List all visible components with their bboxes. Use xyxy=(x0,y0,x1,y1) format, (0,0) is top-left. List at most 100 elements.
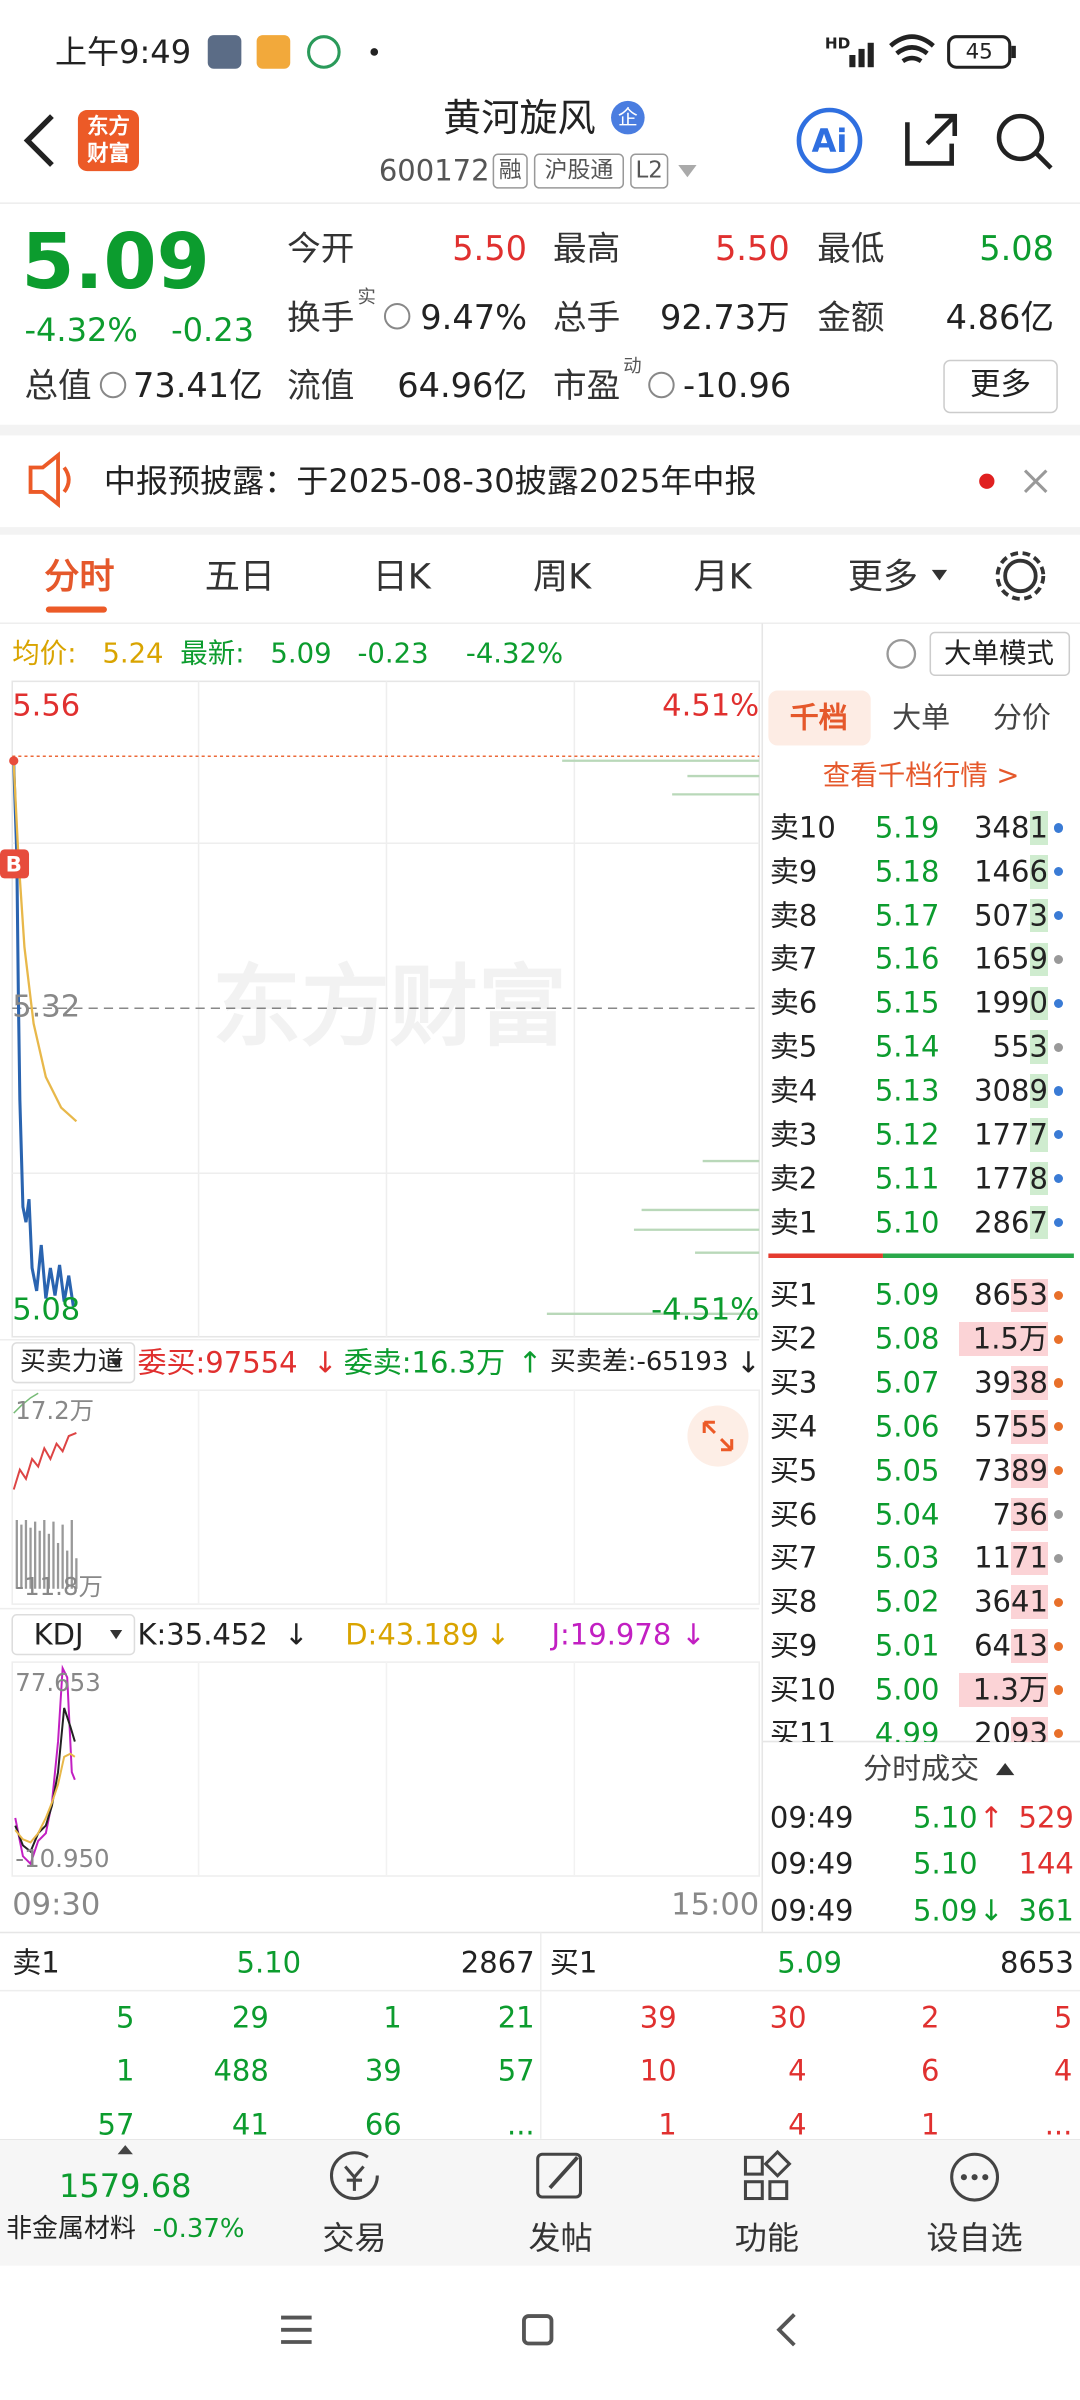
decoration xyxy=(1011,45,1016,59)
decoration xyxy=(77,109,140,172)
nav-item[interactable]: 设自选 xyxy=(926,2218,1023,2257)
dot xyxy=(1054,1217,1064,1228)
bid-label: 买2 xyxy=(769,1321,818,1356)
last-label: 最新: xyxy=(180,637,245,670)
decoration xyxy=(947,35,1012,69)
bottom-area: 1579.68 非金属材料 -0.37% 交易 发帖 功能 设自选 xyxy=(0,2139,1080,2400)
dot xyxy=(1054,1130,1064,1140)
more-button[interactable]: 更多 xyxy=(970,368,1032,404)
decoration xyxy=(687,1405,749,1467)
notice[interactable]: 中报预披露：于2025-08-30披露2025年中报 xyxy=(103,462,757,501)
decoration xyxy=(45,606,107,613)
price-high: 5.56 xyxy=(12,688,81,724)
queue-order: ... xyxy=(1044,2107,1073,2142)
queue-order: 57 xyxy=(497,2053,535,2088)
ask-price: 5.10 xyxy=(874,1205,940,1239)
ai-button[interactable]: Ai xyxy=(811,121,848,160)
tab[interactable]: 五日 xyxy=(204,556,275,598)
tab[interactable]: 分时 xyxy=(44,556,115,598)
stat-value: 92.73万 xyxy=(659,297,790,337)
queue-order: 1 xyxy=(115,2053,135,2088)
mode-button[interactable]: 大单模式 xyxy=(944,637,1055,670)
price-low: 5.08 xyxy=(12,1292,81,1328)
watermark: 东方财富 xyxy=(212,955,567,1059)
queue-order: 5 xyxy=(1053,2000,1073,2035)
decoration xyxy=(796,107,863,174)
decoration xyxy=(858,48,865,68)
decoration xyxy=(14,1707,76,1854)
decoration xyxy=(0,2139,1080,2266)
book-tab[interactable]: 千档 xyxy=(789,700,848,735)
volume-bar xyxy=(1029,1074,1048,1108)
decoration xyxy=(256,35,291,69)
decoration xyxy=(383,303,411,330)
stat-sup: 实 xyxy=(357,286,376,308)
decoration xyxy=(370,48,379,56)
volume-bar xyxy=(1029,1030,1048,1064)
queue-order: 21 xyxy=(497,2000,535,2035)
ask-label: 卖4 xyxy=(769,1073,818,1108)
stat-value: -10.96 xyxy=(682,366,792,406)
nav-item[interactable]: 功能 xyxy=(734,2218,799,2257)
dot xyxy=(1054,1729,1064,1739)
decoration xyxy=(931,569,948,581)
change-pct: -4.32% xyxy=(465,637,564,670)
nav-item[interactable]: 交易 xyxy=(322,2218,387,2257)
bid-label: 买8 xyxy=(769,1584,818,1619)
bid-label: 买3 xyxy=(769,1365,818,1400)
volume-bar xyxy=(1029,854,1048,889)
stat-label: 市盈 xyxy=(552,366,621,406)
tab[interactable]: 日K xyxy=(372,556,431,598)
bid-label: 买1 xyxy=(769,1277,818,1312)
book-link[interactable]: 查看千档行情 > xyxy=(822,759,1020,792)
volume-bar xyxy=(1029,811,1048,845)
trade-price: 5.10 xyxy=(913,1800,978,1835)
queue-order: 4 xyxy=(1053,2053,1073,2088)
volume-bar xyxy=(1029,1118,1048,1152)
volume-bar xyxy=(1029,942,1048,977)
trade-price: 5.10 xyxy=(913,1846,978,1881)
decoration xyxy=(768,2180,789,2201)
ask-volume: 5073 xyxy=(974,898,1048,933)
tab[interactable]: 月K xyxy=(693,556,752,598)
nav-item[interactable]: 发帖 xyxy=(528,2218,593,2257)
dot xyxy=(1054,911,1064,921)
volume-bar xyxy=(1029,1161,1048,1196)
bid-label: 买11 xyxy=(769,1716,836,1742)
indicator-select[interactable]: KDJ xyxy=(33,1616,84,1651)
decoration xyxy=(522,2314,554,2346)
decoration xyxy=(99,371,127,399)
book-tab[interactable]: 分价 xyxy=(992,700,1051,735)
bid-label: 买5 xyxy=(769,1453,818,1488)
tab[interactable]: 周K xyxy=(533,556,592,598)
queue-volume: 8653 xyxy=(1000,1945,1074,1980)
decoration xyxy=(702,1420,734,1452)
volume-bar xyxy=(1011,1497,1048,1532)
nav-icons xyxy=(0,2139,1080,2347)
axis-high: 77.653 xyxy=(15,1668,101,1698)
ask-volume: 1659 xyxy=(974,941,1048,976)
trades-title[interactable]: 分时成交 xyxy=(863,1751,980,1786)
queue-order: 39 xyxy=(639,2000,677,2035)
decoration xyxy=(117,2145,133,2155)
avg-label: 均价: xyxy=(12,637,77,670)
stat-value: 5.08 xyxy=(979,229,1055,269)
ask-volume: 1466 xyxy=(974,854,1048,889)
kdj-d: D:43.189 xyxy=(345,1616,479,1651)
bid-price: 5.09 xyxy=(874,1277,940,1312)
tab[interactable]: 更多 xyxy=(847,556,919,598)
dot xyxy=(1054,1685,1064,1695)
ask-volume: 3089 xyxy=(974,1073,1048,1108)
indicator-select[interactable]: 买卖力道 xyxy=(19,1346,124,1377)
dot xyxy=(1054,1174,1064,1184)
book-tab[interactable]: 大单 xyxy=(892,700,951,735)
ask-price: 5.14 xyxy=(874,1029,940,1064)
dot xyxy=(1054,954,1064,965)
bid-price: 5.05 xyxy=(874,1453,940,1488)
logo: 财富 xyxy=(87,141,130,167)
ask-price: 5.12 xyxy=(874,1117,940,1152)
decoration xyxy=(971,2174,978,2181)
bid-total: 委买:97554 xyxy=(137,1345,298,1380)
clock: 上午9:49 xyxy=(54,32,192,71)
decoration xyxy=(867,42,874,68)
